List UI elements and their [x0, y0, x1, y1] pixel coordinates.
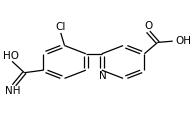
Text: O: O: [144, 21, 152, 31]
Text: HO: HO: [3, 51, 19, 61]
Text: OH: OH: [176, 36, 191, 46]
Text: N: N: [99, 71, 107, 81]
Text: NH: NH: [5, 86, 21, 96]
Text: Cl: Cl: [56, 22, 66, 32]
